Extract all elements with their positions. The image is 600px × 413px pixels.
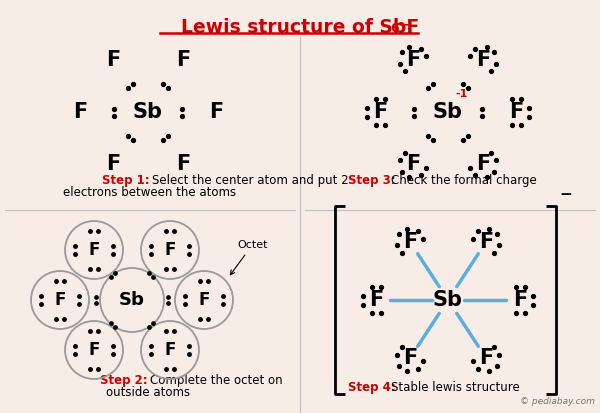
Text: F: F [199,291,209,309]
Text: electrons between the atoms: electrons between the atoms [64,186,236,199]
Text: 6: 6 [390,22,398,35]
Text: F: F [479,232,493,252]
Text: Complete the octet on: Complete the octet on [150,374,283,387]
Text: F: F [373,102,387,122]
Text: Step 1:: Step 1: [103,174,150,187]
Text: F: F [406,154,420,174]
Text: F: F [403,232,417,252]
Text: Sb: Sb [433,290,463,310]
Text: Step 3:: Step 3: [348,174,395,187]
Text: Sb: Sb [133,102,163,122]
Text: © pediabay.com: © pediabay.com [520,397,595,406]
Text: Step 2:: Step 2: [100,374,148,387]
Text: F: F [513,290,527,310]
Text: F: F [88,241,100,259]
Text: F: F [476,50,490,70]
Text: F: F [88,341,100,359]
Text: F: F [176,50,190,70]
Text: Sb: Sb [119,291,145,309]
Text: F: F [73,102,87,122]
Text: F: F [176,154,190,174]
Text: F: F [403,348,417,368]
Text: Step 4:: Step 4: [348,381,396,394]
Text: F: F [55,291,65,309]
Text: F: F [106,50,120,70]
Text: outside atoms: outside atoms [106,386,190,399]
Text: −: − [559,187,572,202]
Text: Check the formal charge: Check the formal charge [391,174,537,187]
Text: F: F [209,102,223,122]
Text: Sb: Sb [433,102,463,122]
Text: F: F [164,241,176,259]
Text: Octet: Octet [230,240,268,275]
Text: F: F [476,154,490,174]
Text: -1: -1 [456,89,468,99]
Text: Stable lewis structure: Stable lewis structure [391,381,520,394]
Text: F: F [164,341,176,359]
Text: F: F [479,348,493,368]
Text: Select the center atom and put 2: Select the center atom and put 2 [152,174,349,187]
Text: F: F [369,290,383,310]
Text: Lewis structure of SbF: Lewis structure of SbF [181,18,419,37]
Text: F: F [106,154,120,174]
Text: F: F [509,102,523,122]
Text: −: − [398,17,410,31]
Text: F: F [406,50,420,70]
